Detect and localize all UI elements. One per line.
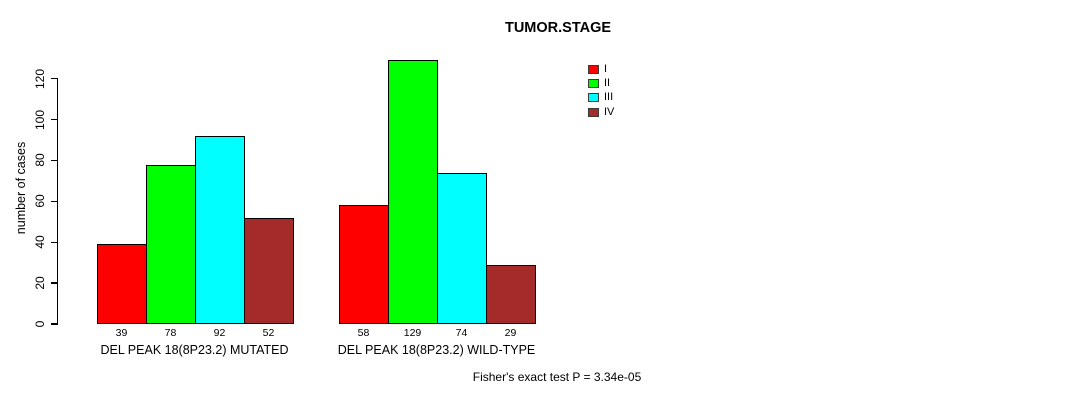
y-tick-label: 0 xyxy=(33,320,47,328)
y-tick-label: 60 xyxy=(33,194,47,208)
bar-value-label: 39 xyxy=(115,326,128,339)
y-tick xyxy=(51,282,58,284)
legend-label: III xyxy=(604,91,614,104)
y-tick-label: 80 xyxy=(33,153,47,168)
y-tick xyxy=(51,323,58,325)
y-tick-label: 20 xyxy=(33,276,47,290)
y-tick-label: 40 xyxy=(33,235,47,249)
legend: I II III IV xyxy=(588,62,614,119)
stat-annotation: Fisher's exact test P = 3.34e-05 xyxy=(472,370,642,384)
bar-value-label: 52 xyxy=(262,326,275,339)
bar-value-label: 78 xyxy=(164,326,177,339)
bar-group1-stage-I xyxy=(96,244,147,324)
y-tick xyxy=(51,159,58,162)
bar-group2-stage-I xyxy=(338,205,389,324)
bar-group2-stage-II xyxy=(387,60,438,324)
group-label: DEL PEAK 18(8P23.2) MUTATED xyxy=(100,343,289,357)
bar-value-label: 129 xyxy=(403,326,422,339)
legend-swatch-icon xyxy=(588,64,599,74)
bar-group2-stage-IV xyxy=(485,264,536,324)
y-tick xyxy=(51,200,58,202)
y-axis-title: number of cases xyxy=(14,141,28,235)
legend-label: II xyxy=(604,76,611,89)
bar-value-label: 92 xyxy=(213,326,226,339)
bar-group1-stage-IV xyxy=(243,217,294,324)
bar-value-label: 74 xyxy=(455,326,468,339)
legend-item: I xyxy=(588,62,614,76)
y-tick xyxy=(51,241,58,243)
bar-value-label: 58 xyxy=(357,326,370,339)
y-tick xyxy=(51,118,58,121)
y-tick xyxy=(51,77,58,80)
bar-group2-stage-III xyxy=(436,172,487,324)
legend-item: IV xyxy=(588,105,614,119)
bar-group1-stage-II xyxy=(145,164,196,324)
legend-swatch-icon xyxy=(588,93,599,103)
legend-label: I xyxy=(604,62,608,75)
bar-value-label: 29 xyxy=(504,326,517,339)
y-tick-label: 100 xyxy=(33,109,47,130)
legend-item: III xyxy=(588,91,614,105)
chart-title: TUMOR.STAGE xyxy=(504,20,612,36)
legend-swatch-icon xyxy=(588,107,599,117)
y-tick-label: 120 xyxy=(33,68,47,89)
group-label: DEL PEAK 18(8P23.2) WILD-TYPE xyxy=(337,343,536,357)
legend-label: IV xyxy=(604,105,615,118)
bar-group1-stage-III xyxy=(194,135,245,324)
legend-swatch-icon xyxy=(588,78,599,88)
legend-item: II xyxy=(588,76,614,90)
